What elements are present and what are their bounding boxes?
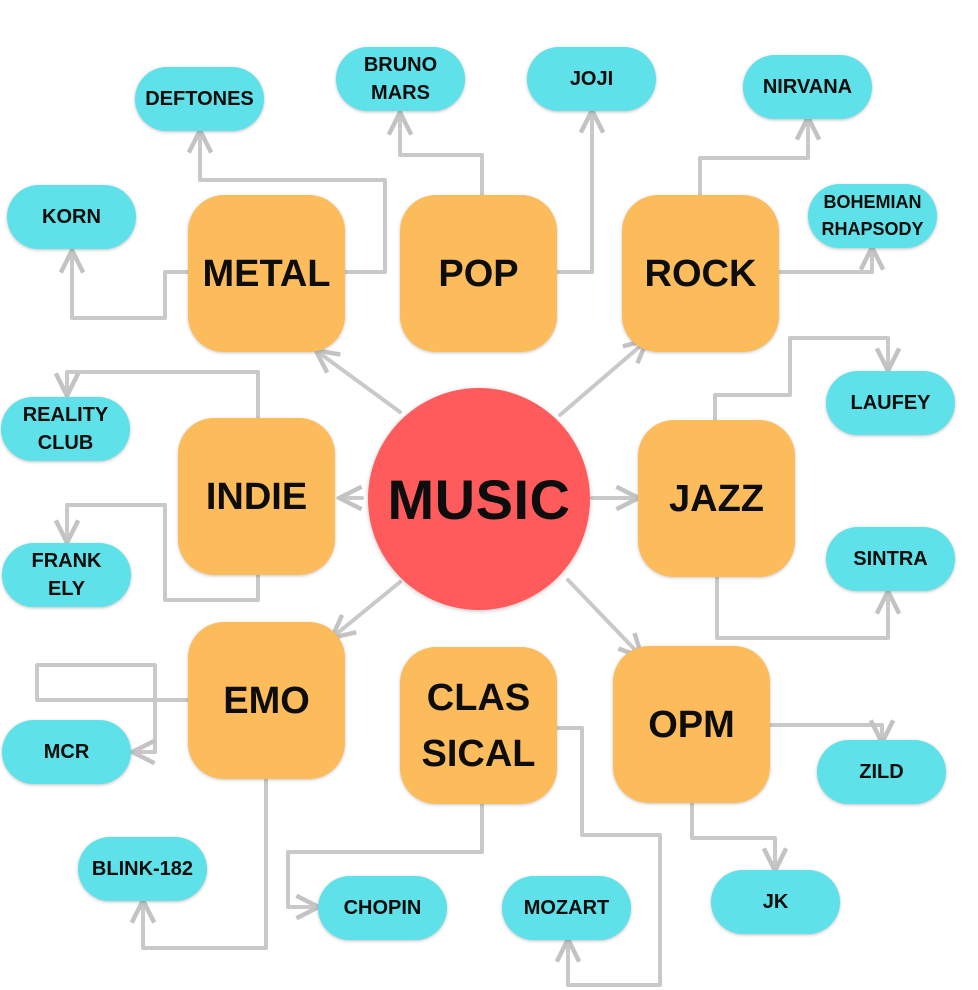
artist-mcr: MCR (2, 720, 131, 784)
artist-zild-label: ZILD (859, 761, 904, 783)
artist-chopin: CHOPIN (318, 876, 447, 940)
link-classical-mozart (557, 726, 662, 987)
artist-bohemian-rhapsody: BOHEMIAN RHAPSODY (808, 184, 937, 248)
genre-emo: EMO (188, 622, 345, 779)
genre-pop: POP (400, 195, 557, 352)
genre-metal: METAL (188, 195, 345, 352)
genre-indie: INDIE (178, 418, 335, 575)
artist-sintra: SINTRA (826, 527, 955, 591)
artist-blink-182-label: BLINK-182 (91, 858, 194, 880)
link-metal-korn (72, 253, 190, 320)
artist-zild: ZILD (817, 740, 946, 804)
artist-blink-182: BLINK-182 (78, 837, 207, 901)
artist-nirvana-label: NIRVANA (762, 76, 853, 98)
genre-classical: CLAS SICAL (400, 647, 557, 804)
artist-mozart-label: MOZART (523, 897, 610, 919)
link-metal-deftones (200, 133, 387, 274)
link-indie-reality (67, 370, 260, 420)
artist-jk-label: JK (762, 891, 789, 913)
genre-rock-label: ROCK (644, 252, 757, 295)
music-center-node: MUSIC (368, 388, 590, 610)
link-indie-frank (67, 503, 260, 602)
link-jazz-sintra (715, 576, 888, 640)
artist-reality-club: REALITY CLUB (1, 397, 130, 461)
artist-korn-label: KORN (42, 206, 101, 228)
link-rock-bohemian (777, 250, 872, 274)
artist-mcr-label: MCR (43, 741, 90, 763)
link-music-metal (318, 352, 402, 414)
genre-opm-label: OPM (648, 703, 735, 746)
genre-jazz: JAZZ (638, 420, 795, 577)
artist-bruno-mars: BRUNO MARS (336, 47, 465, 111)
artist-reality-club-label: REALITY CLUB (22, 404, 109, 454)
link-jazz-laufey (713, 336, 888, 422)
artist-joji: JOJI (527, 47, 656, 111)
link-music-emo (334, 580, 402, 636)
artist-frank-ely: FRANK ELY (2, 543, 131, 607)
music-center-label: MUSIC (387, 467, 571, 531)
link-opm-zild (768, 725, 882, 740)
genre-opm: OPM (613, 646, 770, 803)
artist-mozart: MOZART (502, 876, 631, 940)
link-pop-bruno (400, 115, 484, 197)
link-rock-nirvana (698, 120, 808, 197)
artist-chopin-label: CHOPIN (343, 897, 422, 919)
genre-pop-label: POP (438, 252, 519, 295)
link-emo-blink (143, 778, 268, 950)
genre-classical-label: CLAS SICAL (421, 676, 536, 775)
artist-frank-ely-label: FRANK ELY (31, 550, 102, 600)
genre-metal-label: METAL (202, 252, 331, 295)
artist-joji-label: JOJI (569, 68, 614, 90)
artist-bruno-mars-label: BRUNO MARS (363, 54, 438, 104)
artist-deftones-label: DEFTONES (145, 88, 254, 110)
link-music-opm (566, 578, 640, 655)
genre-rock: ROCK (622, 195, 779, 352)
link-opm-jk (690, 801, 775, 868)
artist-nirvana: NIRVANA (743, 55, 872, 119)
link-pop-joji (555, 113, 592, 274)
genre-indie-label: INDIE (205, 475, 308, 518)
artist-laufey-label: LAUFEY (850, 392, 931, 414)
artist-laufey: LAUFEY (826, 371, 955, 435)
artist-jk: JK (711, 870, 840, 934)
artist-sintra-label: SINTRA (853, 548, 928, 570)
artist-bohemian-rhapsody-label: BOHEMIAN RHAPSODY (821, 192, 924, 239)
link-music-rock (558, 342, 645, 417)
link-classical-chopin (286, 802, 484, 907)
artist-korn: KORN (7, 185, 136, 249)
genre-emo-label: EMO (223, 679, 310, 722)
link-emo-mcr (35, 663, 190, 752)
genre-jazz-label: JAZZ (669, 477, 764, 520)
artist-deftones: DEFTONES (135, 67, 264, 131)
